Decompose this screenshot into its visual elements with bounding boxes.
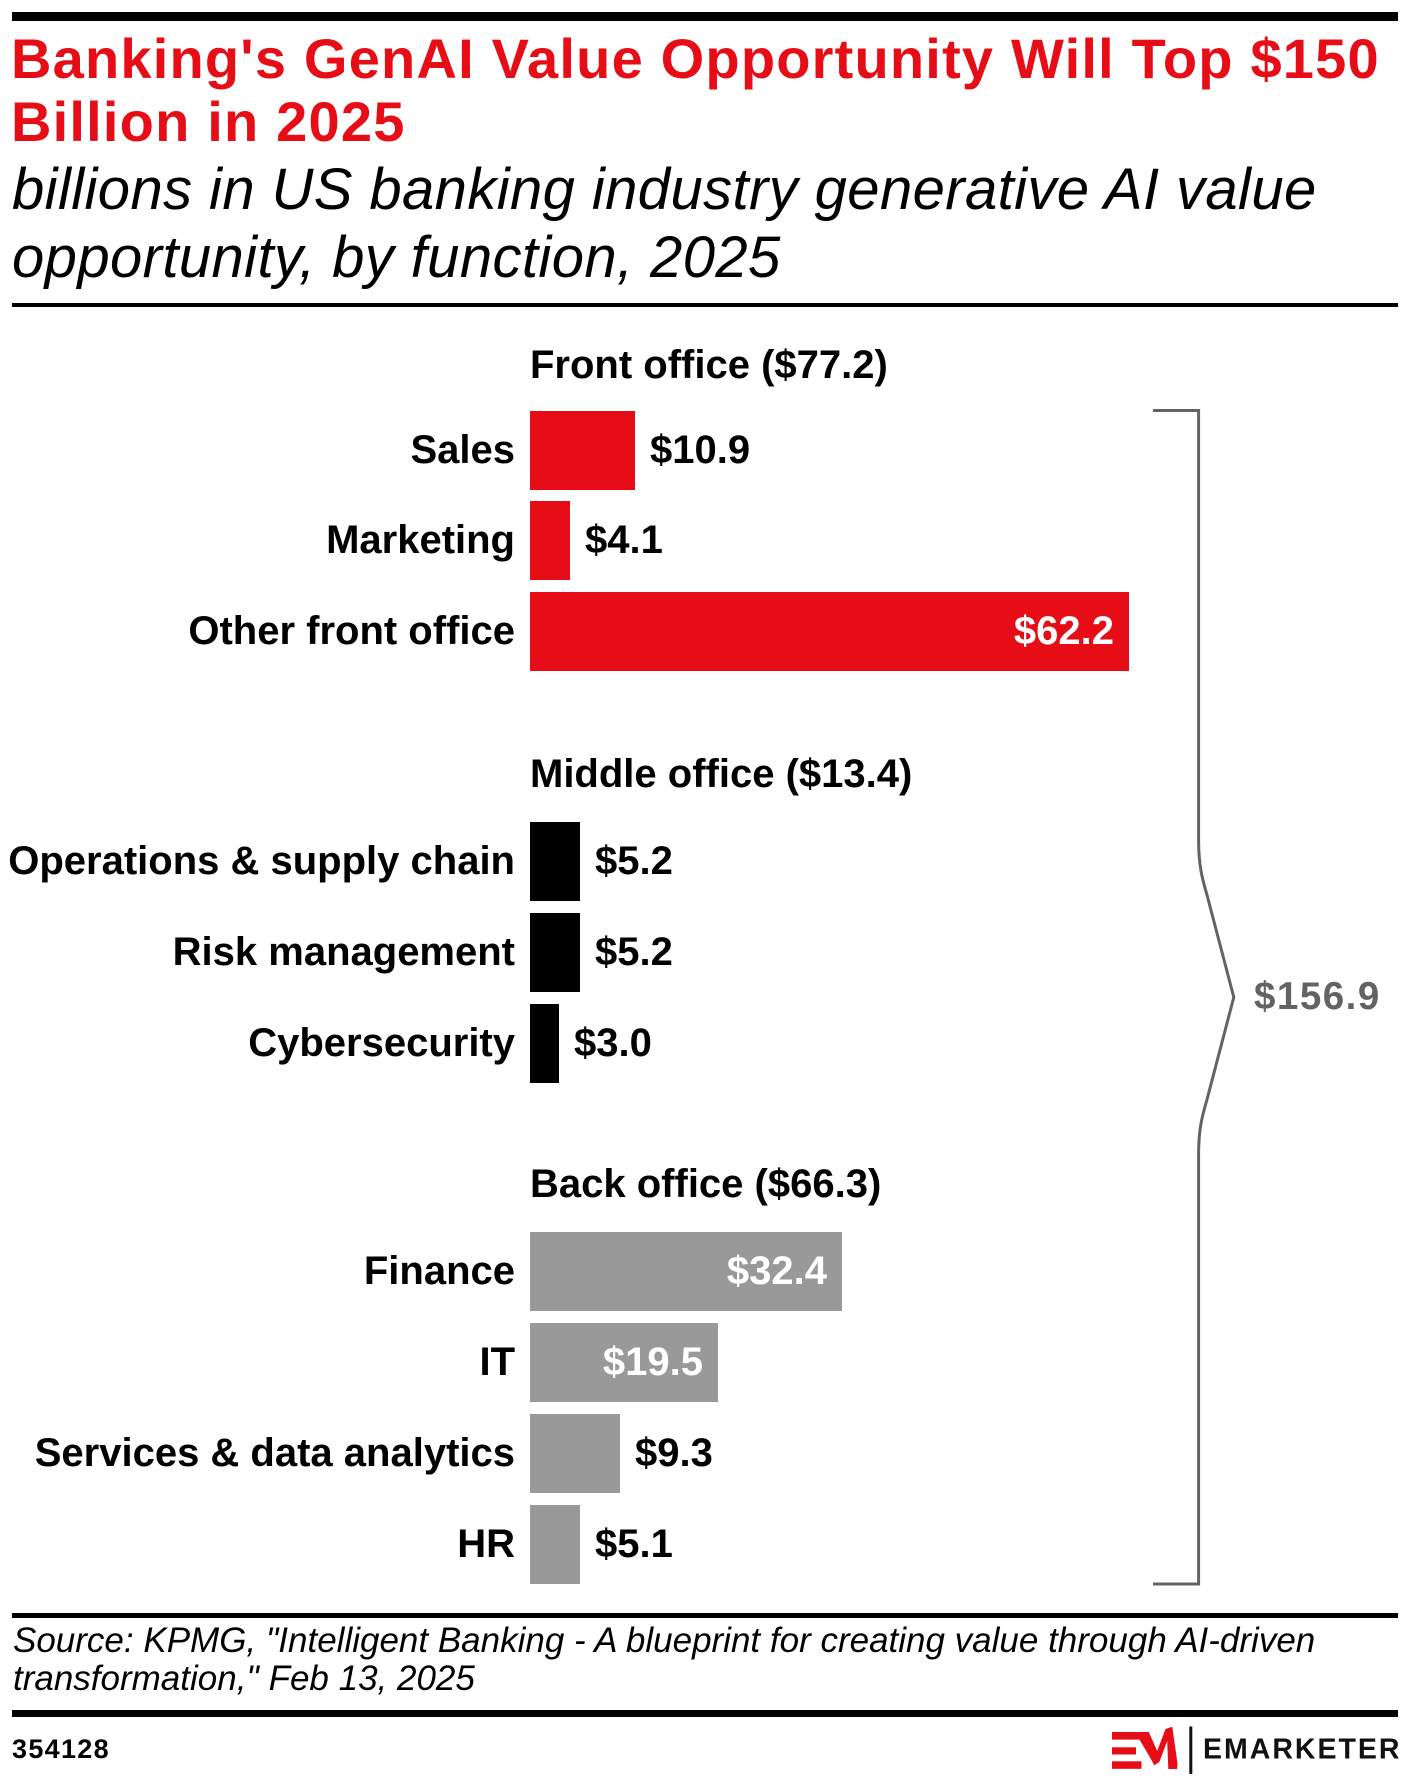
- svg-text:EMARKETER: EMARKETER: [1203, 1734, 1402, 1766]
